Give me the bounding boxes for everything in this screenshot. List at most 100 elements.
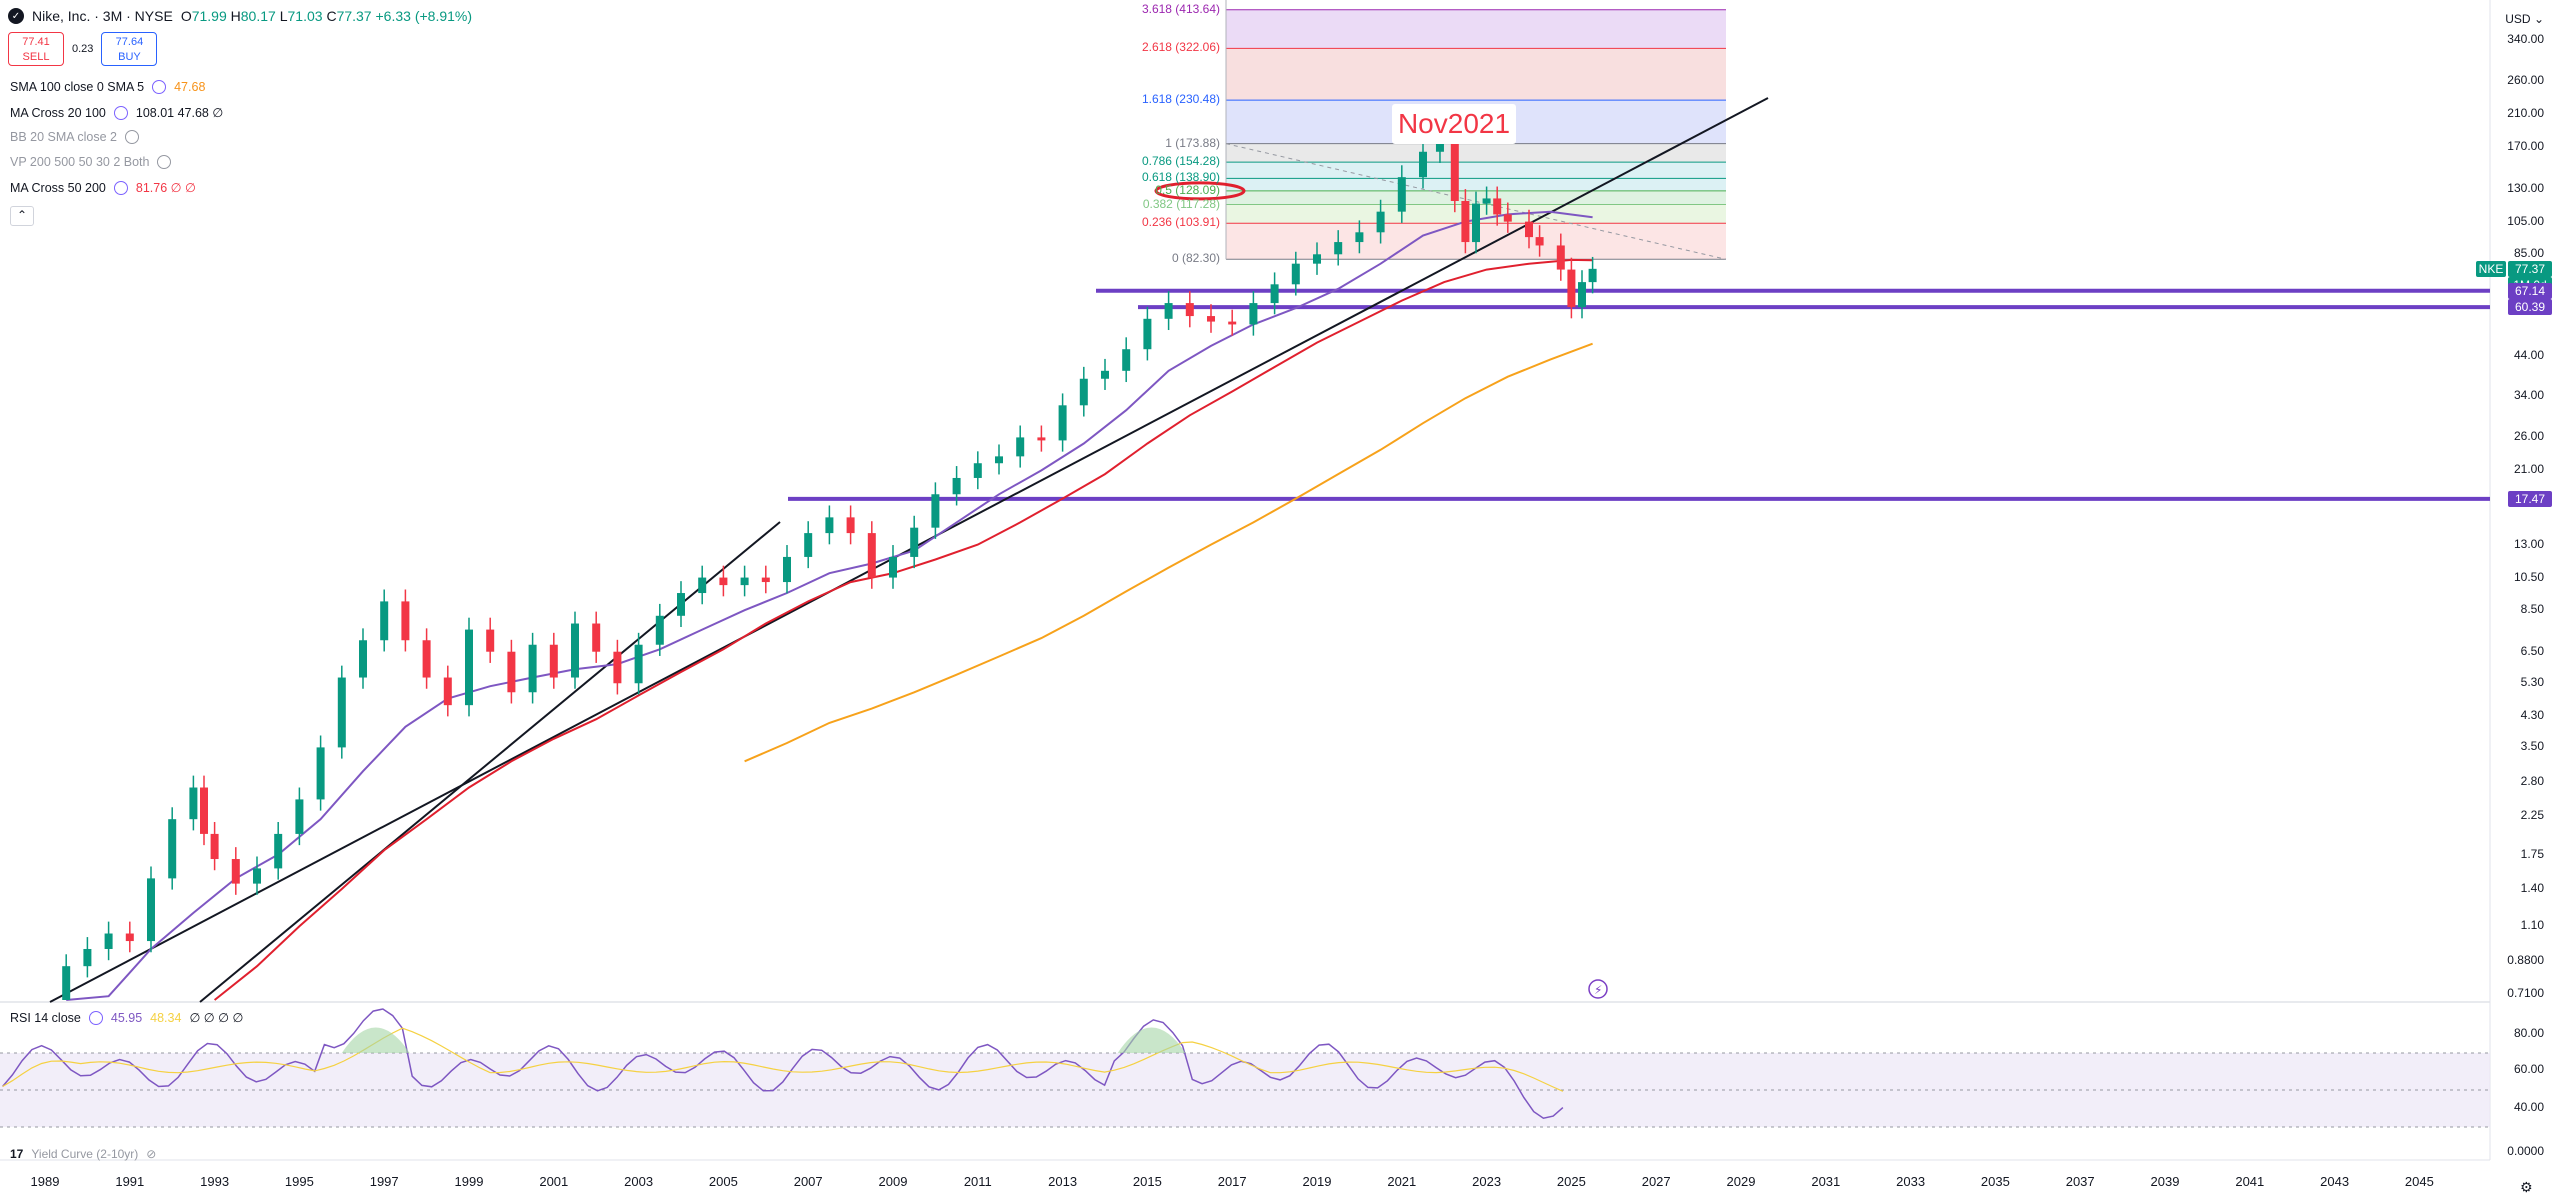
candle-body bbox=[1525, 221, 1533, 238]
settings-icon[interactable] bbox=[113, 180, 128, 195]
sell-button[interactable]: 77.41 SELL bbox=[8, 32, 64, 66]
candle-body bbox=[316, 747, 325, 800]
candle-body bbox=[698, 577, 707, 594]
candle-body bbox=[1122, 349, 1131, 371]
buy-button[interactable]: 77.64 BUY bbox=[101, 32, 158, 66]
price-tick: 0.7100 bbox=[2507, 986, 2544, 1000]
candle-body bbox=[401, 601, 410, 641]
hidden-eye-icon[interactable] bbox=[157, 155, 172, 169]
candle-body bbox=[1435, 143, 1444, 152]
price-tick: 3.50 bbox=[2520, 739, 2544, 754]
candle-body bbox=[295, 799, 304, 834]
rsi-tick: 40.00 bbox=[2513, 1100, 2544, 1114]
price-tick: 2.80 bbox=[2520, 773, 2544, 788]
time-tick: 1989 bbox=[30, 1174, 60, 1189]
fib-zone bbox=[1226, 143, 1726, 163]
candle-body bbox=[231, 859, 240, 884]
candle-body bbox=[634, 644, 643, 684]
price-tick: 0.8800 bbox=[2507, 952, 2544, 967]
rsi-legend: RSI 14 close 45.95 48.34 ∅ ∅ ∅ ∅ bbox=[10, 1010, 244, 1025]
candle-body bbox=[1556, 245, 1565, 270]
moving-average-line bbox=[744, 342, 1593, 763]
collapse-legend-button[interactable]: ⌃ bbox=[10, 206, 34, 226]
candle-body bbox=[486, 629, 495, 652]
symbol-title[interactable]: Nike, Inc. · 3M · NYSE bbox=[32, 8, 173, 24]
settings-icon[interactable] bbox=[113, 105, 128, 120]
time-tick: 2027 bbox=[1641, 1174, 1671, 1189]
time-tick: 2009 bbox=[878, 1174, 908, 1189]
moving-average-line bbox=[213, 258, 1593, 1001]
candle-body bbox=[253, 868, 261, 884]
candle-body bbox=[1482, 198, 1491, 204]
trade-panel: 77.41 SELL 0.23 77.64 BUY bbox=[8, 32, 158, 66]
indicator-row[interactable]: BB 20 SMA close 2 bbox=[10, 130, 140, 144]
candle-body bbox=[380, 601, 389, 641]
candle-body bbox=[507, 651, 516, 693]
candle-body bbox=[1503, 214, 1512, 222]
trendlines bbox=[49, 97, 1769, 1003]
candle-body bbox=[422, 640, 431, 678]
candle-body bbox=[1578, 282, 1586, 308]
horizontal-levels bbox=[788, 288, 2490, 501]
rsi-ma-line bbox=[2, 1027, 1564, 1092]
candle-body bbox=[1249, 303, 1258, 325]
candle-body bbox=[825, 517, 834, 534]
settings-icon[interactable] bbox=[88, 1010, 103, 1025]
price-tick: 21.00 bbox=[2513, 462, 2544, 477]
nov2021-annotation[interactable]: Nov2021 bbox=[1392, 104, 1516, 144]
time-tick: 2005 bbox=[708, 1174, 738, 1189]
price-tick: 44.00 bbox=[2513, 348, 2544, 363]
candle-body bbox=[1143, 318, 1152, 350]
candle-body bbox=[973, 463, 982, 478]
fib-label: 1.618 (230.48) bbox=[1141, 92, 1220, 107]
fib-label: 0.5 (128.09) bbox=[1155, 182, 1220, 197]
fib-label: 2.618 (322.06) bbox=[1141, 40, 1220, 55]
fib-label: 0.382 (117.28) bbox=[1142, 196, 1220, 211]
price-tick: 210.00 bbox=[2507, 106, 2544, 121]
candle-body bbox=[1355, 232, 1364, 243]
lightning-icon bbox=[1588, 979, 1608, 999]
time-tick: 2031 bbox=[1811, 1174, 1841, 1189]
candle-body bbox=[1419, 151, 1427, 178]
candle-body bbox=[719, 577, 728, 586]
candle-body bbox=[274, 833, 283, 869]
time-tick: 1993 bbox=[200, 1174, 230, 1189]
hidden-eye-icon[interactable]: ⊘ bbox=[146, 1147, 157, 1161]
rsi-tick: 80.00 bbox=[2513, 1026, 2544, 1040]
candle-body bbox=[804, 533, 813, 557]
candle-body bbox=[62, 966, 71, 1000]
time-tick: 1991 bbox=[115, 1174, 145, 1189]
indicator-row[interactable]: MA Cross 20 100 108.01 47.68 ∅ bbox=[10, 105, 223, 120]
indicator-row[interactable]: MA Cross 50 200 81.76 ∅ ∅ bbox=[10, 180, 196, 195]
price-tick: 10.50 bbox=[2513, 569, 2544, 584]
ohlc-key: C bbox=[326, 8, 337, 24]
hidden-eye-icon[interactable] bbox=[125, 130, 140, 144]
candle-body bbox=[1588, 268, 1597, 283]
time-tick: 2035 bbox=[1980, 1174, 2010, 1189]
time-tick: 2017 bbox=[1217, 1174, 1247, 1189]
candle-body bbox=[189, 787, 198, 820]
indicator-row[interactable]: SMA 100 close 0 SMA 5 47.68 bbox=[10, 80, 205, 94]
candle-body bbox=[1101, 370, 1109, 379]
indicator-row[interactable]: VP 200 500 50 30 2 Both bbox=[10, 155, 172, 169]
ohlc-key: O bbox=[180, 8, 192, 24]
candle-body bbox=[1079, 378, 1088, 406]
price-tick: 13.00 bbox=[2513, 536, 2544, 551]
last-price-tag: 77.37 bbox=[2508, 260, 2552, 277]
price-tick: 6.50 bbox=[2520, 643, 2544, 658]
currency-selector[interactable]: USD ⌄ bbox=[2505, 12, 2544, 26]
price-tick: 170.00 bbox=[2507, 139, 2544, 154]
candle-body bbox=[1567, 269, 1576, 308]
candle-body bbox=[549, 644, 558, 678]
candle-body bbox=[1016, 437, 1025, 457]
rsi-overbought-fill bbox=[341, 1027, 410, 1053]
settings-icon[interactable] bbox=[152, 80, 167, 94]
candle-body bbox=[1535, 237, 1544, 246]
fib-zone bbox=[1226, 9, 1726, 49]
ohlc-value: +6.33 (+8.91%) bbox=[375, 8, 473, 24]
indicator-values: 108.01 47.68 ∅ bbox=[135, 106, 224, 120]
fib-label: 1 (173.88) bbox=[1165, 135, 1220, 150]
rsi-pane: ⚡⚙ bbox=[0, 979, 2533, 1196]
fib-label: 0.786 (154.28) bbox=[1141, 154, 1220, 169]
